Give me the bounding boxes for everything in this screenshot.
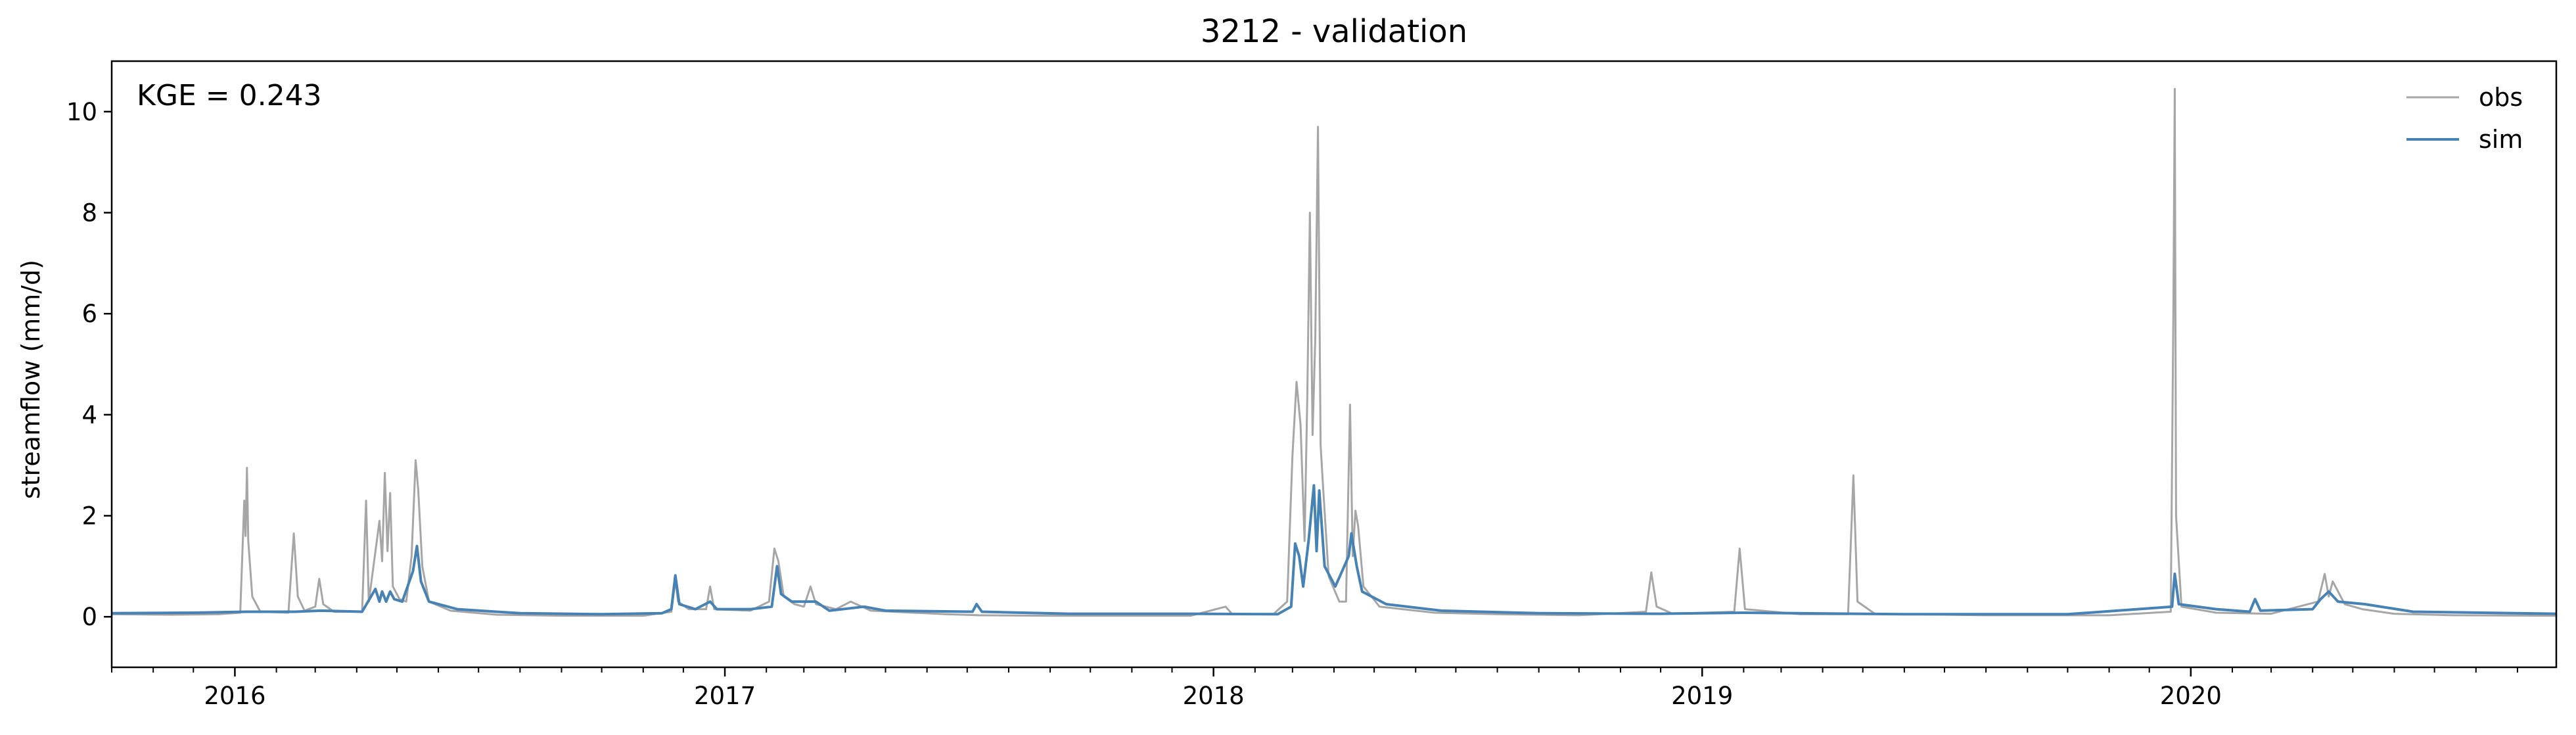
- y-tick-label-6: 6: [81, 300, 97, 328]
- plot-frame: [110, 60, 2558, 669]
- x-tick-label-2017: 2017: [694, 682, 756, 710]
- chart-title: 3212 - validation: [1201, 13, 1467, 50]
- y-tick-label-10: 10: [66, 98, 97, 126]
- x-tick-label-2016: 2016: [204, 682, 265, 710]
- y-tick-label-2: 2: [81, 502, 97, 531]
- series-line-obs: [112, 87, 2556, 617]
- series-line-sim: [112, 484, 2556, 616]
- legend-label-sim: sim: [2479, 125, 2523, 154]
- y-tick-label-4: 4: [81, 401, 97, 429]
- legend-label-obs: obs: [2479, 83, 2523, 112]
- legend: obs sim: [2406, 83, 2523, 154]
- x-tick-label-2020: 2020: [2160, 682, 2222, 710]
- x-tick-label-2018: 2018: [1183, 682, 1245, 710]
- x-tick-label-2019: 2019: [1671, 682, 1733, 710]
- y-tick-label-8: 8: [81, 199, 97, 227]
- y-tick-label-0: 0: [81, 603, 97, 631]
- y-axis-label: streamflow (mm/d): [16, 260, 45, 499]
- plot-area: 0 2 4 6 8 10 2016 2017 2018 2019 2020: [66, 60, 2558, 710]
- kge-annotation: KGE = 0.243: [137, 79, 322, 112]
